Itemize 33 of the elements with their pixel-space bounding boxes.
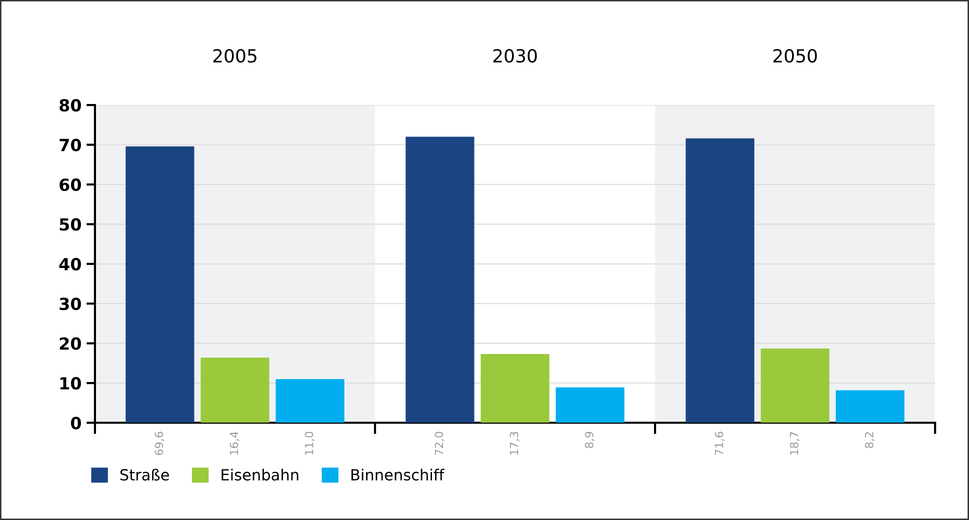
bar: [276, 379, 344, 423]
bar: [406, 136, 474, 423]
legend-label: Eisenbahn: [222, 468, 298, 481]
bar: [126, 146, 194, 423]
y-tick-label: 30: [60, 298, 81, 310]
y-tick-label: 80: [60, 99, 81, 112]
x-tick-label: 2005: [213, 48, 256, 63]
data-label: 8,2: [864, 432, 874, 448]
data-label: 8,9: [584, 432, 594, 448]
legend-label: Binnenschiff: [351, 468, 444, 481]
bar: [200, 358, 270, 423]
x-tick-label: 2050: [773, 48, 817, 63]
y-tick-label: 10: [60, 377, 81, 390]
y-tick-label: 50: [60, 218, 81, 231]
data-label: 71,6: [714, 432, 724, 455]
y-tick-label: 70: [60, 138, 81, 152]
y-tick-label: 0: [70, 416, 81, 430]
data-label: 18,7: [790, 432, 800, 455]
y-tick-label: 40: [59, 258, 81, 270]
bar: [760, 348, 830, 423]
x-tick-label: 2030: [493, 48, 537, 63]
legend-label: Straße: [120, 468, 169, 481]
bar: [836, 390, 904, 423]
bar: [556, 387, 624, 423]
data-label: 16,4: [230, 432, 240, 455]
data-label: 11,0: [304, 432, 314, 455]
data-label: 17,3: [510, 432, 520, 455]
y-tick-label: 20: [60, 337, 81, 350]
data-label: 72,0: [434, 432, 444, 455]
data-label: 69,6: [154, 432, 164, 456]
bar: [480, 354, 550, 423]
y-tick-label: 60: [60, 178, 81, 192]
bar: [686, 138, 754, 423]
